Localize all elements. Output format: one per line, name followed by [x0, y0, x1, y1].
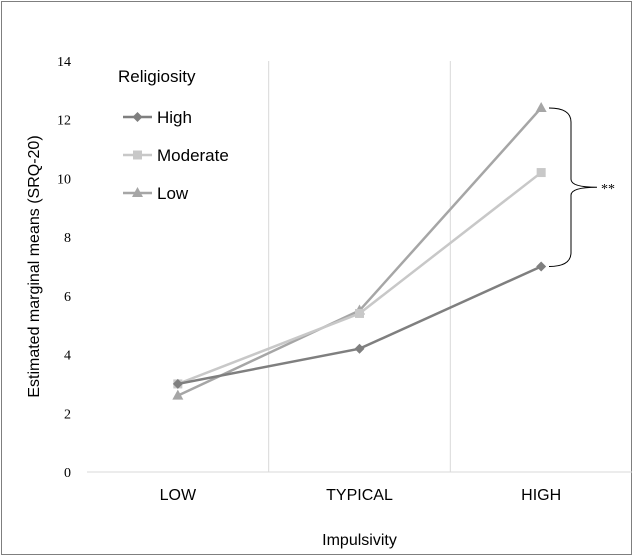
x-tick-label: TYPICAL	[326, 487, 393, 504]
data-point	[355, 308, 364, 318]
y-tick-label: 6	[64, 290, 71, 305]
y-tick-labels: 0 2 4 6 8 10 12 14	[57, 55, 71, 481]
legend-marker	[133, 150, 142, 160]
data-point	[536, 261, 547, 272]
y-tick-label: 0	[64, 466, 71, 481]
legend-item: Moderate	[123, 146, 229, 165]
x-tick-label: LOW	[160, 487, 197, 504]
grid-lines	[268, 61, 451, 472]
legend-marker	[132, 187, 143, 197]
y-tick-label: 4	[64, 349, 71, 364]
legend-label: Low	[157, 184, 189, 203]
x-tick-label: HIGH	[521, 487, 561, 504]
x-tick-labels: LOW TYPICAL HIGH	[160, 487, 562, 504]
legend-item: High	[123, 108, 192, 127]
significance-label: **	[601, 182, 615, 197]
legend-title: Religiosity	[118, 67, 196, 86]
y-axis-title: Estimated marginal means (SRQ-20)	[26, 135, 43, 397]
legend-item: Low	[123, 184, 189, 203]
data-point	[354, 343, 365, 354]
series-layer	[172, 101, 547, 400]
legend-label: Moderate	[157, 146, 229, 165]
data-point	[172, 389, 184, 400]
y-tick-label: 8	[64, 231, 71, 246]
y-tick-label: 14	[57, 55, 71, 70]
data-point	[535, 101, 547, 112]
legend-label: High	[157, 108, 192, 127]
x-axis-title: Impulsivity	[322, 532, 397, 549]
legend: Religiosity High Moderate Low	[118, 67, 229, 203]
series-high	[172, 261, 547, 389]
y-tick-label: 10	[57, 172, 71, 187]
series-line	[177, 265, 542, 386]
y-tick-label: 2	[64, 407, 71, 422]
data-point	[172, 378, 183, 389]
data-point	[536, 168, 546, 178]
series-moderate	[173, 168, 546, 389]
significance-annotation: **	[548, 107, 615, 267]
legend-marker	[132, 112, 143, 122]
significance-bracket	[548, 107, 598, 267]
y-tick-label: 12	[57, 114, 71, 129]
